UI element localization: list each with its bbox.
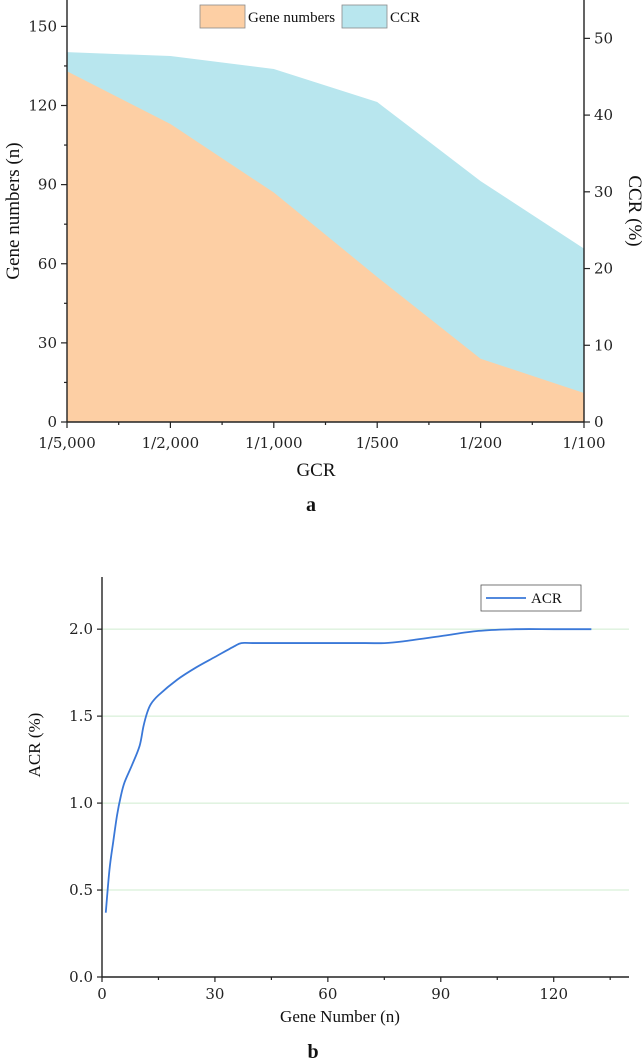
y-tick-label: 0.5 <box>69 881 93 899</box>
x-tick-label: 1/200 <box>459 434 502 452</box>
y-tick-label: 0.0 <box>69 968 93 986</box>
x-tick-label: 90 <box>431 985 450 1003</box>
x-tick-label: 1/2,000 <box>142 434 200 452</box>
panel-b-legend: ACR <box>480 584 582 612</box>
legend-swatch-gene-numbers <box>199 4 246 29</box>
y-tick-label-right: 0 <box>594 413 604 431</box>
legend-swatch-ccr <box>341 4 388 29</box>
panel-b-axes <box>101 577 629 978</box>
panel-a-ticks: 0 30 60 90 120 150 0 10 20 30 40 50 1/5,000 1/2,000 1/… <box>28 17 613 452</box>
y-tick-label-right: 50 <box>594 29 613 47</box>
legend-label-gene-numbers: Gene numbers <box>248 10 335 26</box>
panel-b-gridlines <box>102 628 629 891</box>
panel-b-y-axis-title: ACR (%) <box>25 713 44 778</box>
series-line-acr <box>104 628 592 913</box>
panel-a-legend: Gene numbers CCR <box>199 4 420 29</box>
panel-a-area-chart: 0 30 60 90 120 150 0 10 20 30 40 50 1/5,000 1/2,000 1/… <box>3 0 642 516</box>
panel-a-label: a <box>306 494 316 516</box>
y-tick-label: 1.5 <box>69 707 93 725</box>
legend-label-ccr: CCR <box>390 10 420 26</box>
x-tick-label: 1/500 <box>356 434 399 452</box>
legend-label-acr: ACR <box>531 591 562 607</box>
panel-a-x-axis-title: GCR <box>296 460 335 481</box>
x-tick-label: 30 <box>205 985 224 1003</box>
y-tick-label-right: 20 <box>594 260 613 278</box>
panel-b-line-chart: 0.0 0.5 1.0 1.5 2.0 0 30 60 90 120 ACR ACR (%) Ge… <box>25 577 629 1059</box>
y-tick-label-left: 90 <box>38 176 57 194</box>
panel-b-ticks: 0.0 0.5 1.0 1.5 2.0 0 30 60 90 120 <box>69 620 611 1003</box>
y-tick-label: 1.0 <box>69 794 93 812</box>
panel-b-x-axis-title: Gene Number (n) <box>280 1007 400 1026</box>
y-tick-label-left: 150 <box>28 17 57 35</box>
x-tick-label: 120 <box>539 985 568 1003</box>
panel-a-y-axis-title-left: Gene numbers (n) <box>3 142 24 279</box>
y-tick-label-right: 10 <box>594 336 613 354</box>
x-tick-label: 1/100 <box>562 434 605 452</box>
y-tick-label-right: 30 <box>594 183 613 201</box>
panel-b-label: b <box>307 1041 318 1059</box>
x-tick-label: 0 <box>97 985 107 1003</box>
area-gene-numbers <box>67 71 584 423</box>
y-tick-label-left: 30 <box>38 334 57 352</box>
x-tick-label: 60 <box>318 985 337 1003</box>
y-tick-label-left: 120 <box>28 97 57 115</box>
y-tick-label-right: 40 <box>594 106 613 124</box>
panel-b-series <box>104 628 592 913</box>
panel-a-y-axis-title-right: CCR (%) <box>624 175 642 246</box>
y-tick-label: 2.0 <box>69 620 93 638</box>
x-tick-label: 1/1,000 <box>245 434 303 452</box>
y-tick-label-left: 60 <box>38 255 57 273</box>
panel-a-areas <box>67 52 584 423</box>
y-tick-label-left: 0 <box>47 413 57 431</box>
x-tick-label: 1/5,000 <box>38 434 96 452</box>
